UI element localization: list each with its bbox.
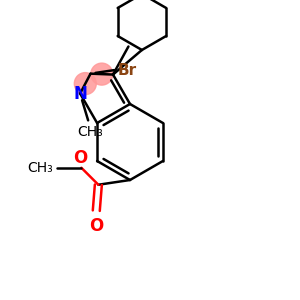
Text: N: N: [73, 85, 87, 103]
Text: Br: Br: [117, 63, 136, 78]
Ellipse shape: [74, 73, 96, 94]
Text: CH₃: CH₃: [77, 125, 103, 140]
Text: CH₃: CH₃: [28, 161, 53, 175]
Text: O: O: [89, 217, 103, 235]
Ellipse shape: [91, 63, 113, 85]
Text: O: O: [73, 149, 88, 167]
